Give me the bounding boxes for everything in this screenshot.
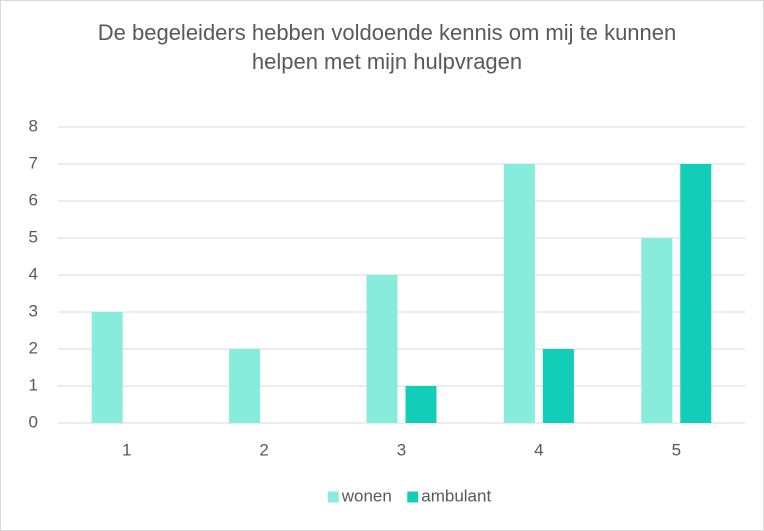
bar [680,164,712,423]
chart-title: De begeleiders hebben voldoende kennis o… [97,20,677,74]
y-tick-label: 4 [29,264,38,283]
y-tick-label: 5 [29,227,38,246]
bar [366,275,398,423]
y-tick-label: 0 [29,412,38,431]
bar [542,349,574,423]
legend-swatch [327,491,339,503]
bar [405,386,437,423]
legend-swatch [407,491,419,503]
x-tick-label: 1 [122,440,131,459]
y-tick-label: 6 [29,190,38,209]
y-tick-label: 3 [29,301,38,320]
legend-label: ambulant [421,486,491,505]
y-tick-label: 8 [29,116,38,135]
x-tick-label: 5 [672,440,681,459]
legend-label: wonen [341,486,392,505]
x-tick-label: 2 [259,440,268,459]
y-tick-label: 2 [29,338,38,357]
bar [229,349,261,423]
bar [641,238,673,423]
y-tick-label: 7 [29,153,38,172]
bar [503,164,535,423]
bar [91,312,123,423]
x-tick-label: 3 [397,440,406,459]
x-tick-label: 4 [534,440,543,459]
y-tick-label: 1 [29,375,38,394]
